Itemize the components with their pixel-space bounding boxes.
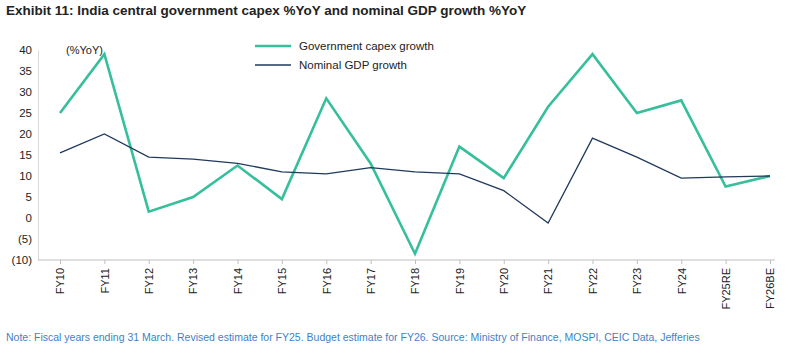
x-tick: FY25RE [720,260,732,310]
x-tick-label: FY10 [54,268,66,294]
x-tick-label: FY16 [321,268,333,294]
x-tick-label: FY18 [409,268,421,294]
x-tick-mark [60,260,61,264]
legend-swatch [255,45,291,48]
x-tick: FY22 [587,260,599,294]
lines [60,54,770,254]
y-tick: 30 [19,86,38,98]
x-tick-mark [415,260,416,264]
x-tick-mark [548,260,549,264]
y-tick-label: (10) [12,254,33,266]
x-axis-line [38,260,775,261]
x-tick-mark [459,260,460,264]
y-tick: 35 [19,65,38,77]
x-tick: FY10 [54,260,66,294]
y-tick-label: 30 [19,86,32,98]
y-tick: 20 [19,128,38,140]
x-tick-mark [637,260,638,264]
x-tick-label: FY19 [454,268,466,294]
x-tick-label: FY24 [676,268,688,294]
x-tick: FY19 [454,260,466,294]
y-tick: 0 [26,212,38,224]
x-tick-label: FY21 [542,268,554,294]
y-tick-label: 40 [19,44,32,56]
y-tick: 40 [19,44,38,56]
series-line [60,134,770,223]
chart-svg: Exhibit 11: India central government cap… [0,0,800,360]
x-tick-mark [726,260,727,264]
y-tick: 5 [26,191,38,203]
x-tick: FY24 [676,260,688,294]
y-tick: 25 [19,107,38,119]
x-tick: FY15 [276,260,288,294]
series-line [60,54,770,254]
x-tick: FY18 [409,260,421,294]
x-tick-mark [238,260,239,264]
x-tick: FY26BE [764,260,776,309]
x-tick-label: FY12 [143,268,155,294]
y-axis-title: (%YoY) [66,44,103,56]
x-tick-mark [149,260,150,264]
y-tick-label: 20 [19,128,32,140]
y-tick: 10 [19,170,38,182]
x-tick-label: FY20 [498,268,510,294]
y-tick-label: 15 [19,149,32,161]
x-tick-mark [282,260,283,264]
x-axis: FY10 FY11 FY12 FY13 FY14 FY15 FY16 FY17 FY18 FY19… [38,260,776,310]
x-tick: FY17 [365,260,377,294]
x-tick: FY21 [542,260,554,294]
x-tick-label: FY22 [587,268,599,294]
x-tick-label: FY11 [99,268,111,293]
y-tick-label: 0 [26,212,32,224]
x-tick-mark [504,260,505,264]
x-tick: FY12 [143,260,155,294]
legend-label: Nominal GDP growth [299,59,407,71]
title: Exhibit 11: India central government cap… [6,3,526,18]
x-tick-mark [371,260,372,264]
y-tick: 15 [19,149,38,161]
x-tick-label: FY15 [276,268,288,294]
x-tick-mark [593,260,594,264]
y-tick-label: 25 [19,107,32,119]
x-tick: FY14 [232,260,244,294]
x-tick: FY11 [99,260,111,293]
y-axis-line [38,51,39,261]
x-tick-mark [193,260,194,264]
x-tick-mark [681,260,682,264]
y-axis: 40 35 30 25 20 15 10 5 0 (5) (10) [12,44,39,266]
y-tick-label: 5 [26,191,32,203]
x-tick-label: FY25RE [720,268,732,310]
legend-label: Government capex growth [299,40,434,52]
legend-swatch [255,64,291,65]
x-tick-mark [104,260,105,264]
note: Note: Fiscal years ending 31 March. Revi… [6,331,706,344]
x-tick: FY13 [187,260,199,294]
x-tick-label: FY13 [187,268,199,294]
y-tick-label: 35 [19,65,32,77]
y-tick: (10) [12,254,38,266]
y-tick-label: 10 [19,170,32,182]
x-tick-mark [326,260,327,264]
y-tick-label: (5) [18,233,32,245]
legend: Government capex growth Nominal GDP growt… [255,40,434,71]
x-tick-label: FY26BE [764,268,776,309]
x-tick: FY20 [498,260,510,294]
y-tick: (5) [18,233,38,245]
x-tick-label: FY23 [631,268,643,294]
x-tick-label: FY17 [365,268,377,294]
x-tick-label: FY14 [232,268,244,294]
x-tick: FY16 [321,260,333,294]
x-tick-mark [770,260,771,264]
x-tick: FY23 [631,260,643,294]
